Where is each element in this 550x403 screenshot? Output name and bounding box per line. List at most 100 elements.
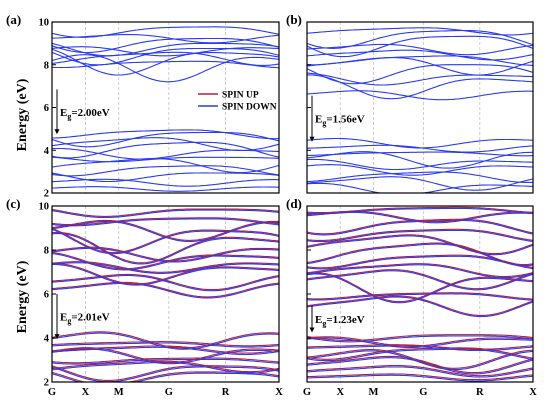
band-spin-up: [52, 281, 279, 298]
gap-arrow-head: [54, 129, 60, 135]
band-spin-up: [52, 273, 279, 291]
gap-subscript: g: [67, 317, 71, 326]
band-spin-down: [52, 129, 279, 140]
legend-label-spin-up: SPIN UP: [222, 91, 259, 101]
x-tick-label: R: [476, 387, 484, 398]
gap-subscript: g: [67, 112, 71, 121]
gap-label: Eg=2.00eV: [60, 107, 110, 121]
band-spin-down: [52, 282, 279, 299]
band-spin-down: [307, 348, 533, 362]
band-spin-down: [307, 243, 533, 267]
x-tick-label: G: [303, 387, 311, 398]
x-tick-label: M: [369, 387, 379, 398]
x-tick-label: M: [114, 387, 124, 398]
y-tick-label: 10: [39, 18, 50, 29]
gap-arrow-head: [54, 334, 60, 340]
band-spin-up: [52, 365, 279, 381]
panel-letter: (d): [286, 196, 302, 211]
band-spin-down: [52, 186, 279, 192]
band-spin-down: [307, 151, 533, 157]
gap-symbol: E: [315, 114, 322, 126]
band-spin-down: [307, 255, 533, 270]
band-spin-down: [307, 293, 533, 301]
y-tick-label: 8: [44, 246, 49, 257]
band-spin-down: [52, 60, 279, 69]
bands: [307, 206, 533, 382]
y-tick-label: 6: [44, 103, 49, 114]
x-tick-label: X: [336, 387, 344, 398]
band-spin-up: [307, 364, 533, 377]
gap-symbol: E: [60, 312, 67, 324]
band-spin-up: [52, 331, 279, 349]
band-spin-down: [52, 137, 279, 152]
band-spin-up: [52, 341, 279, 347]
gap-label: Eg=1.23eV: [315, 314, 365, 328]
band-spin-up: [307, 355, 533, 374]
band-spin-down: [52, 156, 279, 163]
band-spin-up: [52, 231, 279, 264]
x-tick-label: X: [82, 387, 90, 398]
band-spin-up: [307, 269, 533, 290]
band-spin-up: [52, 360, 279, 373]
y-tick-label: 4: [44, 146, 50, 157]
x-tick-label: X: [275, 387, 283, 398]
band-spin-down: [307, 296, 533, 318]
bands: [307, 27, 533, 193]
band-spin-up: [52, 246, 279, 262]
band-spin-up: [52, 347, 279, 363]
band-spin-down: [307, 171, 533, 183]
band-spin-down: [52, 274, 279, 292]
x-tick-label: X: [529, 387, 537, 398]
band-spin-down: [307, 137, 533, 149]
band-spin-down: [52, 34, 279, 44]
band-spin-down: [307, 43, 533, 56]
band-spin-down: [307, 144, 533, 153]
band-spin-down: [307, 29, 533, 49]
band-spin-down: [307, 207, 533, 215]
panel-letter: (b): [286, 12, 302, 27]
band-spin-down: [52, 348, 279, 365]
band-spin-up: [307, 349, 533, 369]
gap-subscript: g: [322, 319, 326, 328]
band-spin-up: [307, 228, 533, 241]
band-spin-down: [307, 182, 533, 193]
band-spin-up: [52, 217, 279, 226]
gap-symbol: E: [315, 314, 322, 326]
band-spin-down: [52, 218, 279, 227]
band-spin-down: [52, 247, 279, 263]
band-spin-down: [52, 54, 279, 83]
band-spin-down: [307, 350, 533, 371]
band-spin-down: [52, 48, 279, 76]
x-tick-label: G: [165, 387, 173, 398]
legend: SPIN UP SPIN DOWN: [198, 91, 277, 113]
panel-3: 2 4 6 8 10 G X M G R X (c) Eg=2.01eV: [6, 196, 283, 398]
gap-value: =2.01eV: [71, 312, 109, 324]
bands: [52, 26, 279, 192]
band-spin-down: [307, 64, 533, 85]
band-spin-down: [52, 51, 279, 66]
gap-value: =1.23eV: [326, 314, 364, 326]
band-spin-up: [52, 219, 279, 241]
gap-arrow-head: [309, 136, 315, 142]
panel-letter: (a): [6, 12, 21, 27]
band-spin-down: [307, 335, 533, 343]
y-tick-label: 10: [39, 202, 50, 213]
y-tick-label: 4: [44, 334, 50, 345]
band-spin-down: [307, 211, 533, 224]
band-spin-up: [307, 292, 533, 300]
band-spin-down: [52, 172, 279, 183]
band-spin-down: [52, 165, 279, 177]
band-spin-down: [307, 35, 533, 58]
band-spin-down: [307, 229, 533, 243]
band-spin-up: [307, 242, 533, 266]
y-tick-label: 2: [44, 378, 49, 389]
band-spin-down: [307, 158, 533, 171]
y-tick-label: 2: [44, 189, 49, 200]
band-spin-down: [52, 42, 279, 57]
band-spin-up: [52, 262, 279, 285]
band-spin-down: [52, 26, 279, 38]
band-spin-up: [307, 263, 533, 278]
band-spin-down: [307, 176, 533, 191]
band-spin-down: [52, 178, 279, 187]
